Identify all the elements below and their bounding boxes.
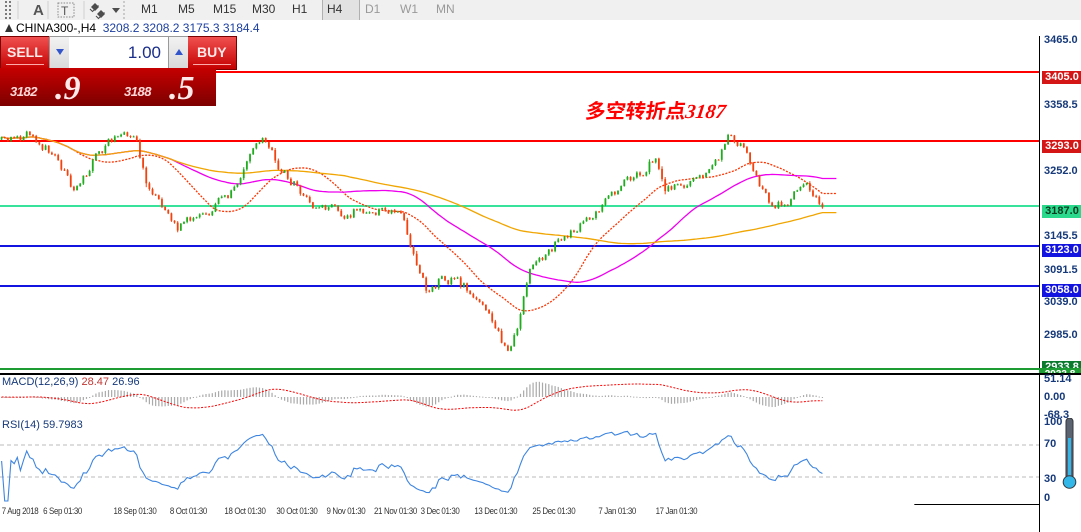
svg-text:A: A: [33, 2, 44, 19]
svg-text:T: T: [61, 4, 69, 18]
